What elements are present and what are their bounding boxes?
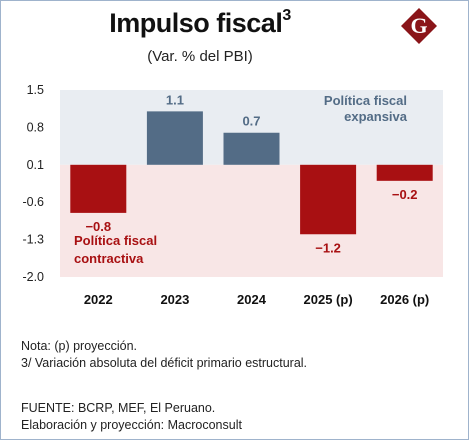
notes: Nota: (p) proyección. 3/ Variación absol… (21, 338, 307, 372)
contractive-annotation-line1: Política fiscal (74, 233, 157, 248)
x-tick-label: 2024 (237, 292, 267, 307)
title-text: Impulso fiscal (109, 8, 283, 38)
chart-title: Impulso fiscal3 (0, 7, 400, 39)
bar (376, 164, 433, 181)
source-line: FUENTE: BCRP, MEF, El Peruano. (21, 401, 216, 415)
note-projection: Nota: (p) proyección. (21, 339, 138, 353)
bar-chart: 1.5 0.8 0.1 -0.6 -1.3 -2.0 −0.8 1.1 0.7 −1.2 −0.2… (22, 83, 443, 307)
chart-subtitle: (Var. % del PBI) (147, 48, 253, 65)
x-tick-label: 2026 (p) (380, 292, 429, 307)
bar (146, 111, 203, 165)
y-tick-label: -1.3 (22, 233, 44, 247)
data-label: −0.2 (392, 187, 418, 202)
data-label: −1.2 (315, 240, 341, 255)
logo-letter: G (410, 13, 427, 38)
y-tick-label: 1.5 (27, 83, 44, 97)
bar (223, 132, 280, 165)
y-tick-label: -2.0 (22, 270, 44, 284)
data-label: 0.7 (242, 114, 260, 129)
bar (70, 164, 127, 213)
y-tick-label: 0.8 (27, 120, 44, 134)
contractive-annotation-line2: contractiva (74, 251, 144, 266)
note-footnote-3: 3/ Variación absoluta del déficit primar… (21, 356, 308, 370)
x-tick-label: 2023 (160, 292, 189, 307)
x-axis: 2022 2023 2024 2025 (p) 2026 (p) (84, 292, 429, 307)
y-tick-label: -0.6 (22, 195, 44, 209)
title-footnote-marker: 3 (282, 7, 291, 24)
bar (300, 164, 357, 235)
y-axis: 1.5 0.8 0.1 -0.6 -1.3 -2.0 (22, 83, 44, 284)
elaboration-line: Elaboración y proyección: Macroconsult (21, 418, 242, 432)
sources: FUENTE: BCRP, MEF, El Peruano. Elaboraci… (21, 400, 242, 434)
x-tick-label: 2025 (p) (304, 292, 353, 307)
x-tick-label: 2022 (84, 292, 113, 307)
y-tick-label: 0.1 (27, 158, 44, 172)
bars (70, 111, 433, 235)
data-label: −0.8 (85, 219, 111, 234)
gestion-logo-icon: G (401, 8, 437, 44)
value-labels: −0.8 1.1 0.7 −1.2 −0.2 (85, 92, 417, 255)
data-label: 1.1 (166, 92, 184, 107)
expansive-annotation-line2: expansiva (344, 109, 408, 124)
expansive-annotation-line1: Política fiscal (324, 93, 407, 108)
